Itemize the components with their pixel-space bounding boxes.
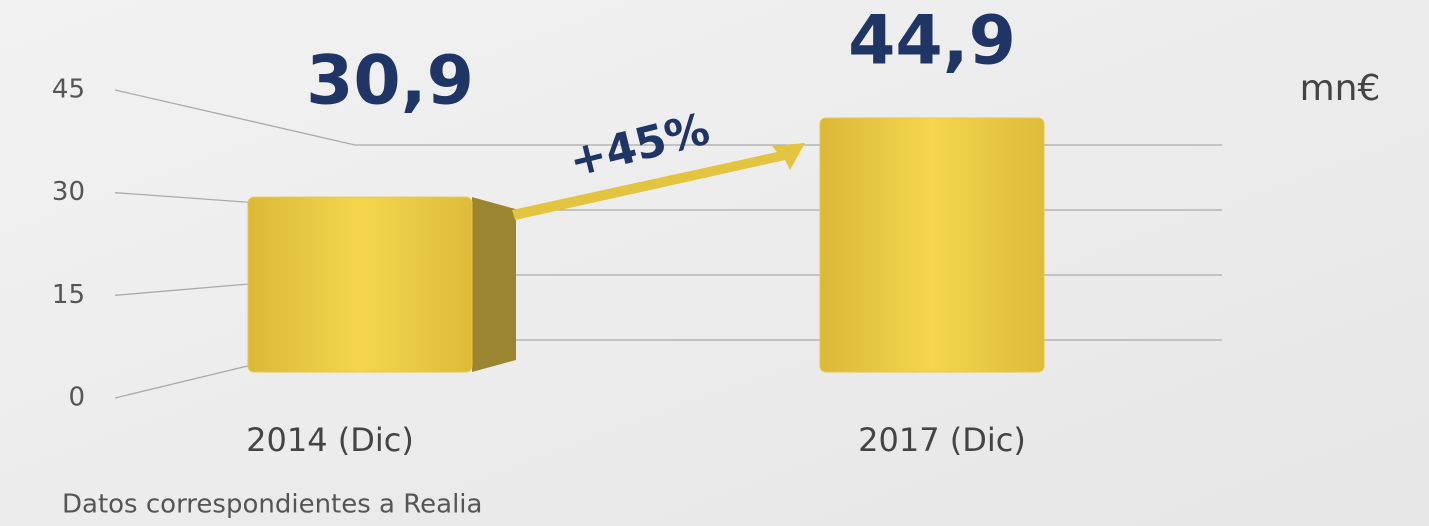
y-tick-label: 0 — [68, 383, 85, 413]
y-tick-label: 15 — [52, 280, 85, 310]
note: Datos correspondientes a Realia — [62, 490, 482, 520]
value-label: 44,9 — [848, 2, 1016, 81]
x-tick-label: 2014 (Dic) — [246, 421, 414, 459]
bar — [819, 117, 1045, 373]
value-label: 30,9 — [306, 42, 474, 121]
bar — [247, 196, 473, 373]
growth-arrow — [512, 143, 805, 220]
y-tick-label: 45 — [52, 75, 85, 105]
unit-label: mn€ — [1300, 68, 1381, 109]
x-tick-label: 2017 (Dic) — [858, 421, 1026, 459]
y-tick-label: 30 — [52, 177, 85, 207]
bar-side — [472, 197, 516, 372]
